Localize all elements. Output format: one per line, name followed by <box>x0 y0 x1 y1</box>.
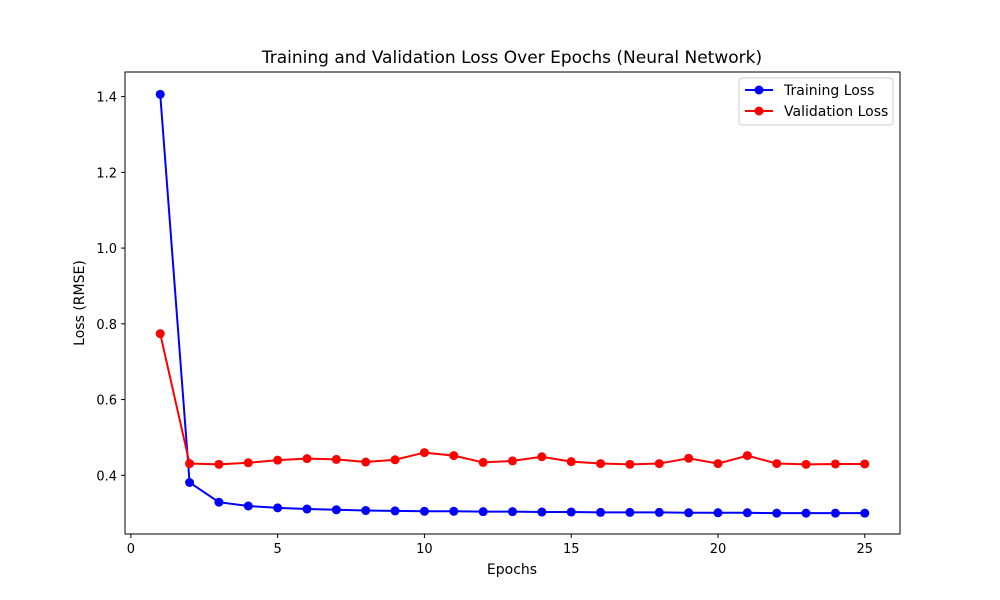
series-training-loss <box>155 89 870 518</box>
data-point <box>331 454 341 464</box>
data-point <box>830 459 840 469</box>
data-point <box>243 458 253 468</box>
data-point <box>243 501 253 511</box>
plot-area-frame <box>124 71 901 535</box>
data-point <box>273 455 283 465</box>
y-axis-label: Loss (RMSE) <box>72 260 88 346</box>
data-point <box>625 459 635 469</box>
data-point <box>449 451 459 461</box>
data-point <box>801 508 811 518</box>
x-tick-label: 0 <box>127 542 135 557</box>
data-point <box>625 507 635 517</box>
data-point <box>302 454 312 464</box>
data-point <box>684 508 694 518</box>
series-line <box>159 333 865 466</box>
x-axis-label: Epochs <box>487 562 537 578</box>
data-point <box>361 506 371 516</box>
legend-marker <box>754 106 764 116</box>
x-tick-label: 10 <box>416 542 433 557</box>
data-point <box>537 507 547 517</box>
data-point <box>214 459 224 469</box>
x-tick-label: 15 <box>563 542 580 557</box>
data-point <box>860 459 870 469</box>
y-tick-label: 1.2 <box>96 166 117 181</box>
data-point <box>185 459 195 469</box>
legend-label: Training Loss <box>783 83 874 99</box>
data-point <box>566 457 576 467</box>
legend-label: Validation Loss <box>784 104 888 120</box>
series-validation-loss <box>155 329 870 469</box>
data-point <box>830 508 840 518</box>
legend: Training Loss Validation Loss <box>738 77 894 126</box>
data-point <box>419 448 429 458</box>
series-line <box>159 94 865 515</box>
data-point <box>713 508 723 518</box>
data-point <box>537 452 547 462</box>
data-point <box>302 504 312 514</box>
data-point <box>390 455 400 465</box>
y-tick-label: 0.8 <box>96 318 117 333</box>
legend-marker <box>754 85 764 95</box>
y-tick-label: 1.4 <box>96 91 117 106</box>
y-tick-label: 0.6 <box>96 394 117 409</box>
chart-title: Training and Validation Loss Over Epochs… <box>261 48 762 68</box>
data-point <box>155 89 165 99</box>
data-point <box>596 459 606 469</box>
data-point <box>478 457 488 467</box>
data-point <box>684 453 694 463</box>
data-point <box>654 507 664 517</box>
data-point <box>508 456 517 466</box>
data-point <box>772 459 782 469</box>
data-point <box>419 506 429 516</box>
data-point <box>449 506 459 516</box>
x-tick-label: 20 <box>710 542 727 557</box>
x-tick-label: 25 <box>856 542 873 557</box>
data-point <box>508 507 517 517</box>
data-point <box>478 507 488 517</box>
y-tick-label: 0.4 <box>96 469 117 484</box>
data-point <box>214 497 224 507</box>
data-point <box>155 329 165 339</box>
data-point <box>713 459 723 469</box>
data-point <box>331 505 341 515</box>
data-point <box>185 477 195 487</box>
legend-box <box>738 77 894 126</box>
data-point <box>772 508 782 518</box>
data-point <box>801 459 811 469</box>
data-point <box>273 503 283 513</box>
data-point <box>361 457 371 467</box>
data-point <box>596 507 606 517</box>
x-tick-label: 5 <box>274 542 282 557</box>
data-point <box>654 459 664 469</box>
data-point <box>860 508 870 518</box>
data-point <box>566 507 576 517</box>
data-point <box>390 506 400 516</box>
y-tick-label: 1.0 <box>96 242 117 257</box>
data-point <box>742 451 752 461</box>
data-point <box>742 508 752 518</box>
